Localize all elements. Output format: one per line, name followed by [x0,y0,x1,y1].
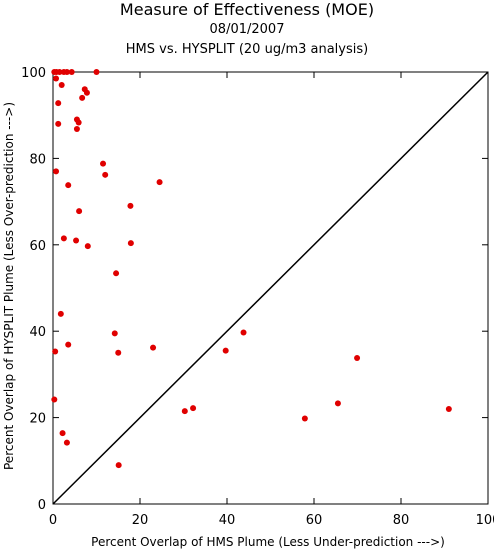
y-tick-label: 40 [29,325,46,340]
data-point [55,100,62,107]
data-point [63,69,70,75]
y-axis-label: Percent Overlap of HYSPLIT Plume (Less O… [2,102,16,470]
x-axis-label: Percent Overlap of HMS Plume (Less Under… [91,535,445,549]
data-point [56,69,63,75]
data-point [73,237,80,244]
data-point [75,119,82,126]
chart-date: 08/01/2007 [209,22,285,37]
data-point [240,329,247,336]
data-points [51,69,452,469]
data-point [354,354,361,361]
x-axis-ticks: 0 20 40 60 80 100 [49,72,494,528]
data-point [65,341,72,348]
data-point [76,208,83,215]
data-point [55,120,62,127]
data-point [79,94,86,101]
data-point [115,349,122,356]
data-point [68,69,75,75]
data-point [150,344,157,351]
x-tick-label: 0 [49,513,57,528]
y-tick-label: 20 [29,412,46,427]
data-point [113,270,120,277]
x-tick-label: 100 [476,513,494,528]
data-point [127,240,134,247]
data-point [58,81,65,88]
chart-subtitle: HMS vs. HYSPLIT (20 ug/m3 analysis) [125,42,369,57]
data-point [190,405,197,412]
data-point [102,171,109,178]
data-point [65,182,72,189]
data-point [93,69,100,75]
y-tick-label: 100 [21,66,46,81]
data-point [445,405,452,412]
axes [52,71,489,505]
data-point [73,126,80,133]
data-point [222,347,229,354]
data-point [100,160,107,167]
chart-title: Measure of Effectiveness (MOE) [119,0,375,19]
y-tick-label: 0 [38,498,46,513]
data-point [53,168,60,175]
data-point [57,310,64,317]
data-point [83,89,90,96]
data-point [63,439,70,446]
data-point [156,179,163,186]
plot-frame [52,71,489,505]
y-tick-label: 60 [29,239,46,254]
data-point [111,330,118,337]
x-tick-label: 60 [306,513,323,528]
x-tick-label: 20 [132,513,149,528]
y-tick-label: 80 [29,152,46,167]
data-point [52,348,59,355]
data-point [115,462,122,469]
data-point [334,400,341,407]
data-point [51,396,58,403]
y-axis-ticks: 0 20 40 60 80 100 [21,66,488,513]
data-point [84,243,91,250]
x-tick-label: 80 [393,513,410,528]
data-point [181,408,188,415]
x-tick-label: 40 [219,513,236,528]
data-point [60,235,67,242]
data-point [127,202,134,209]
data-point [59,430,66,437]
data-point [301,415,308,422]
reference-line [52,71,489,505]
data-point [53,75,60,82]
